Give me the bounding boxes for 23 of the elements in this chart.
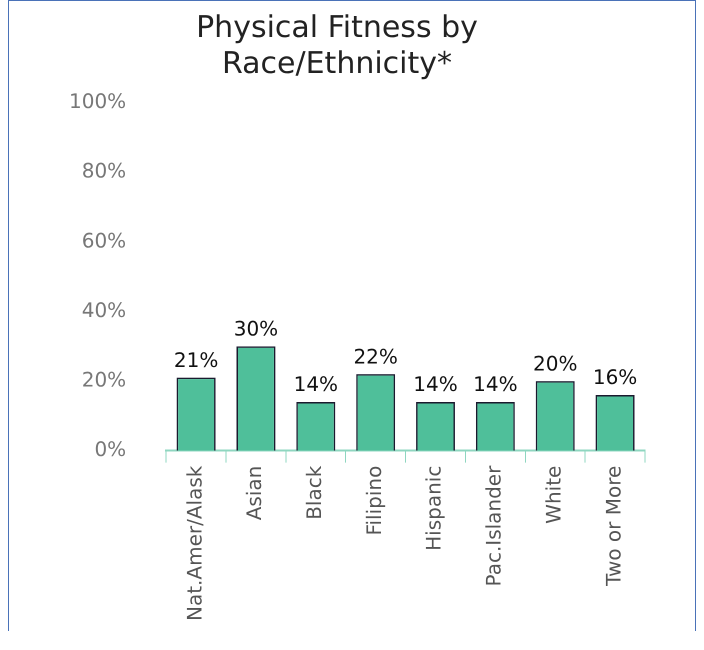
x-tick-label: Filipino bbox=[362, 466, 386, 536]
y-tick-label: 60% bbox=[82, 228, 126, 252]
x-tick-label: White bbox=[541, 466, 566, 524]
x-tick-label: Two or More bbox=[601, 466, 626, 587]
data-label: 14% bbox=[294, 372, 338, 396]
y-tick-label: 20% bbox=[82, 367, 126, 392]
data-label: 16% bbox=[592, 365, 638, 390]
y-tick-label: 0% bbox=[94, 436, 126, 461]
x-tick-label: Pac.Islander bbox=[482, 464, 506, 586]
y-tick-label: 40% bbox=[82, 298, 126, 322]
data-label: 30% bbox=[234, 316, 278, 341]
y-tick-label: 100% bbox=[68, 89, 126, 114]
data-label: 22% bbox=[353, 344, 398, 368]
x-tick-label: Hispanic bbox=[422, 466, 446, 551]
data-label: 21% bbox=[174, 348, 218, 372]
chart-title: Physical Fitness by Race/Ethnicity* bbox=[196, 10, 478, 81]
x-tick-label: Black bbox=[302, 465, 326, 520]
x-tick-label: Asian bbox=[242, 466, 266, 520]
data-label: 14% bbox=[413, 372, 458, 396]
y-tick-label: 80% bbox=[82, 158, 126, 183]
data-label: 20% bbox=[532, 351, 578, 376]
data-label: 14% bbox=[473, 372, 518, 396]
x-tick-label: Nat.Amer/Alask bbox=[182, 465, 206, 621]
